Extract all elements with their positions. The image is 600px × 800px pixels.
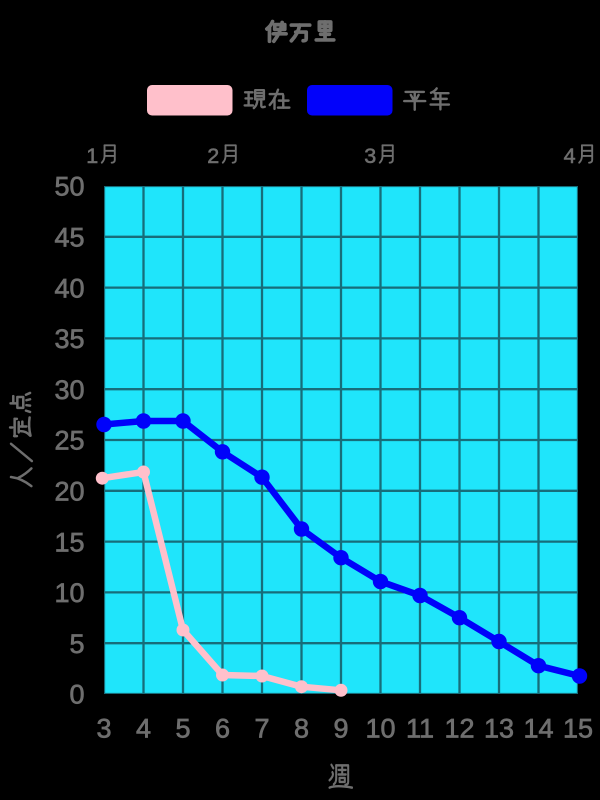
svg-text:4: 4 [564, 144, 576, 168]
svg-text:5: 5 [175, 713, 190, 743]
svg-text:14: 14 [523, 713, 553, 743]
svg-text:10: 10 [54, 578, 84, 608]
svg-text:40: 40 [54, 273, 84, 303]
svg-text:35: 35 [54, 324, 84, 354]
svg-text:7: 7 [254, 713, 269, 743]
svg-text:15: 15 [54, 527, 84, 557]
svg-text:8: 8 [294, 713, 309, 743]
svg-text:1: 1 [86, 144, 98, 168]
svg-text:15: 15 [563, 713, 593, 743]
svg-text:25: 25 [54, 426, 84, 456]
svg-text:13: 13 [484, 713, 514, 743]
svg-text:11: 11 [406, 713, 434, 743]
svg-text:4: 4 [136, 713, 151, 743]
svg-text:20: 20 [54, 477, 84, 507]
svg-text:12: 12 [444, 713, 474, 743]
svg-text:3: 3 [364, 144, 376, 168]
svg-text:50: 50 [54, 172, 84, 202]
svg-text:30: 30 [54, 375, 84, 405]
svg-text:0: 0 [69, 680, 84, 710]
svg-text:45: 45 [54, 223, 84, 253]
svg-text:5: 5 [69, 629, 84, 659]
svg-text:6: 6 [215, 713, 230, 743]
svg-text:10: 10 [365, 713, 395, 743]
svg-text:2: 2 [207, 144, 219, 168]
svg-text:3: 3 [96, 713, 111, 743]
svg-text:9: 9 [333, 713, 348, 743]
